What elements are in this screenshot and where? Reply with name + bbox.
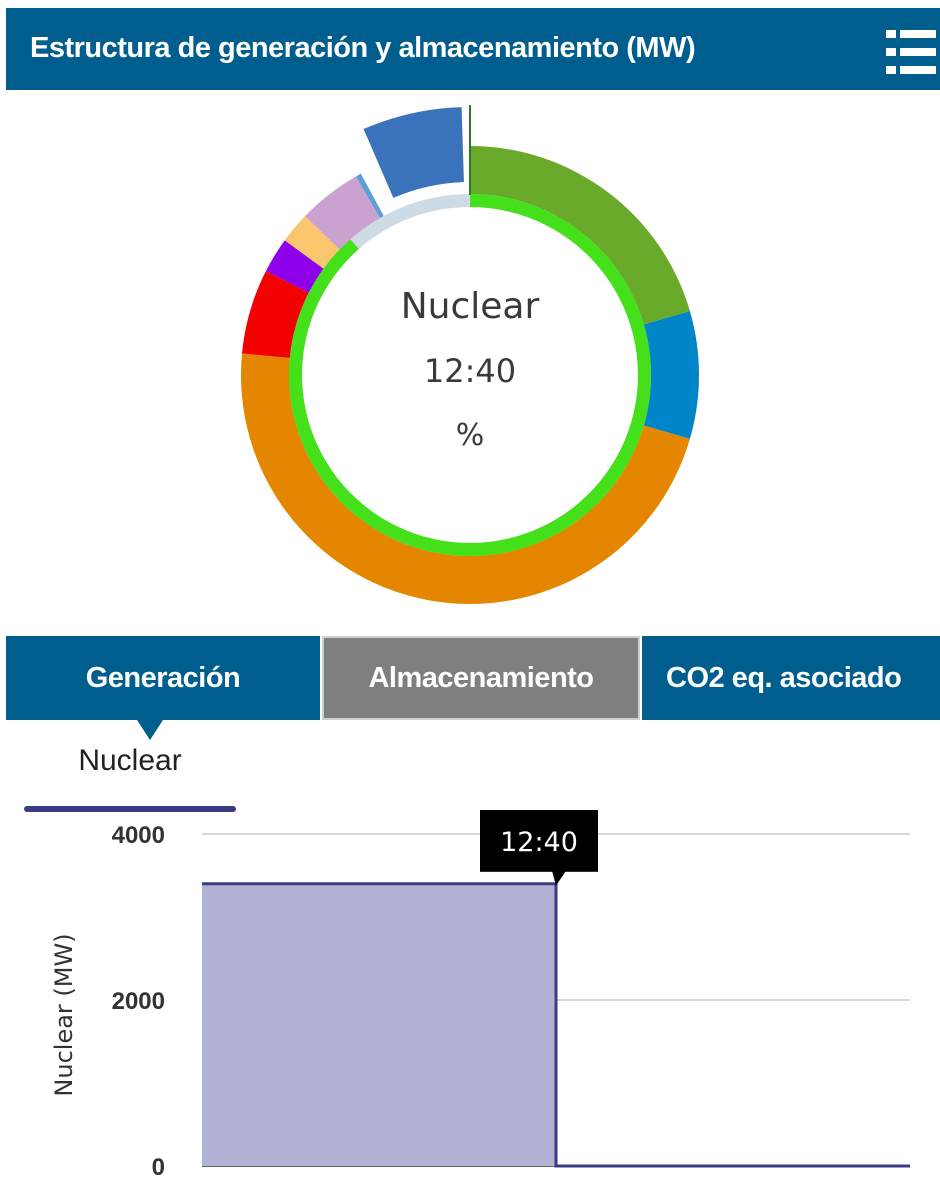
- segment-yellow[interactable]: [284, 216, 341, 270]
- tooltip: 12:40: [480, 809, 598, 886]
- legend-line: [24, 806, 236, 812]
- series-line-nuclear: [202, 882, 910, 1168]
- header-bar: Estructura de generación y almacenamient…: [6, 8, 940, 90]
- segment-lightblue[interactable]: [355, 173, 385, 219]
- segment-green[interactable]: [470, 146, 690, 325]
- segment-red[interactable]: [242, 271, 310, 359]
- y-tick-label: 0: [152, 1154, 165, 1181]
- legend-label: Nuclear: [78, 744, 182, 777]
- tab-almacenamiento[interactable]: Almacenamiento: [322, 636, 640, 720]
- tooltip-text: 12:40: [500, 827, 578, 858]
- y-tick-label: 2000: [112, 988, 165, 1015]
- tooltip-box: [480, 809, 598, 872]
- segment-orange[interactable]: [241, 353, 690, 604]
- nuclear-area-chart: 0 2000 4000 Nuclear (MW) 12:40: [0, 809, 940, 1184]
- tab-bar: Generación Almacenamiento CO2 eq. asocia…: [6, 636, 940, 720]
- list-menu-icon[interactable]: [886, 26, 936, 78]
- donut-center-time: 12:40: [423, 352, 517, 390]
- segment-lilac[interactable]: [305, 176, 381, 251]
- generation-donut: Nuclear 12:40 %: [0, 90, 940, 630]
- tab-generacion[interactable]: Generación: [6, 636, 320, 720]
- donut-center-value: %: [455, 418, 485, 453]
- segment-purple[interactable]: [265, 240, 325, 294]
- segment-highlight[interactable]: [363, 107, 464, 198]
- tab-co2[interactable]: CO2 eq. asociado: [642, 636, 940, 720]
- y-axis-label: Nuclear (MW): [50, 933, 78, 1096]
- active-tab-pointer: [137, 720, 163, 740]
- donut-center-title: Nuclear: [400, 286, 540, 327]
- tooltip-tail: [552, 870, 566, 886]
- legend-item-nuclear[interactable]: Nuclear: [24, 738, 236, 814]
- y-tick-label: 4000: [112, 822, 165, 849]
- page-title: Estructura de generación y almacenamient…: [30, 32, 696, 64]
- segment-blue[interactable]: [642, 311, 699, 439]
